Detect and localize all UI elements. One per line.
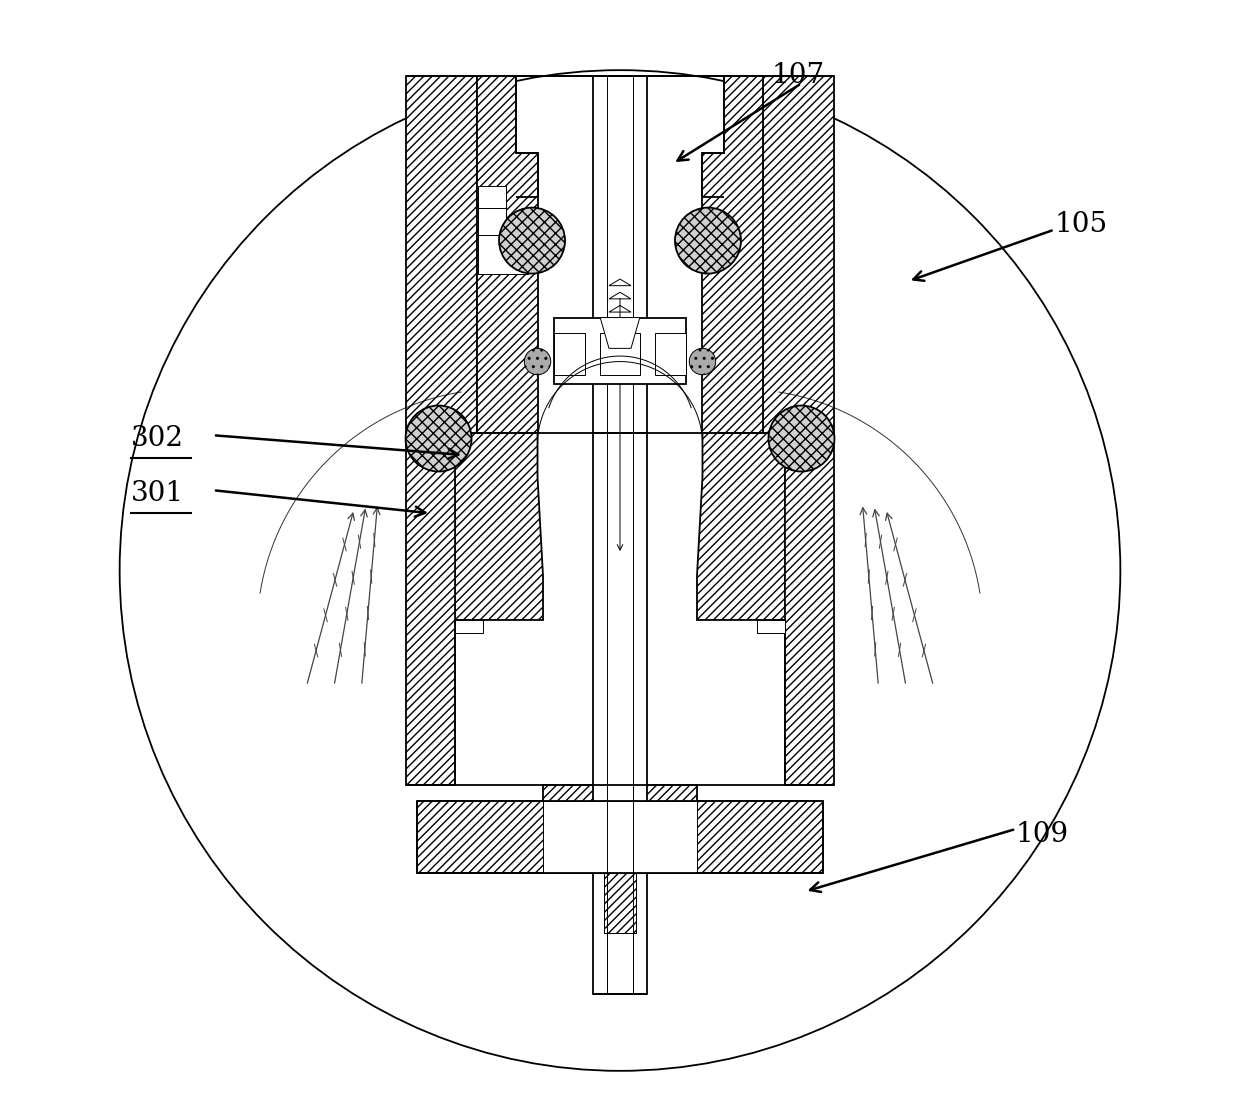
Text: 105: 105 [1054,211,1107,237]
Text: 301: 301 [130,480,184,507]
Text: 107: 107 [771,62,825,89]
Bar [604,873,636,933]
Circle shape [525,348,551,375]
Text: 109: 109 [1016,821,1069,848]
Bar [593,75,647,433]
Text: 302: 302 [130,425,184,452]
Polygon shape [697,433,785,620]
Bar [758,620,785,633]
Polygon shape [703,75,763,433]
Circle shape [769,406,835,472]
Circle shape [405,406,471,472]
Circle shape [675,207,742,274]
Polygon shape [405,433,477,784]
Polygon shape [417,784,823,873]
Bar [604,873,636,933]
Bar [479,186,506,207]
Polygon shape [763,433,835,784]
Bar [655,334,686,375]
Bar [479,235,528,274]
Circle shape [689,348,715,375]
Polygon shape [455,433,543,620]
Bar [479,207,506,235]
Polygon shape [477,75,537,433]
Polygon shape [600,318,640,348]
Polygon shape [405,75,477,433]
Bar [593,433,647,994]
Bar [554,334,585,375]
Polygon shape [763,75,835,433]
Bar [554,318,686,383]
Circle shape [498,207,565,274]
Bar [543,801,697,873]
Bar [455,620,482,633]
Bar [600,334,640,375]
